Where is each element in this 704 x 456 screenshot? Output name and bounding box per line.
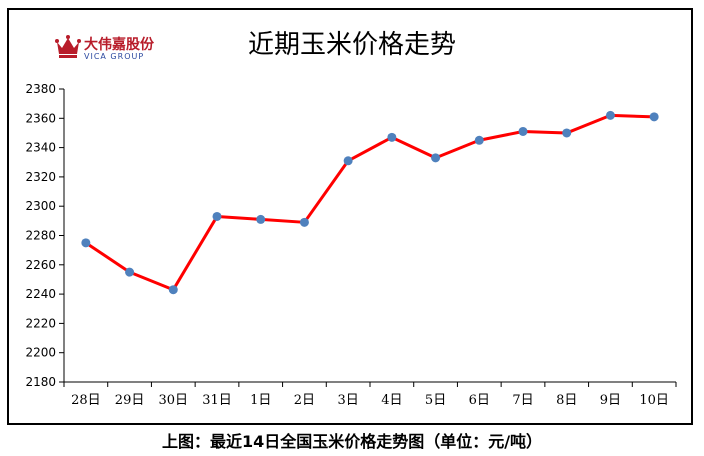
logo-name-cn: 大伟嘉股份 (84, 37, 154, 53)
chart-caption: 上图：最近14日全国玉米价格走势图（单位：元/吨） (161, 432, 543, 451)
y-tick-label: 2240 (25, 287, 56, 301)
x-tick-label: 30日 (159, 393, 189, 408)
data-point (168, 285, 178, 295)
data-point (387, 132, 397, 142)
x-tick-label: 6日 (469, 393, 490, 408)
y-axis-ticks: 2180 2200 2220 2240 2260 2280 2300 2320 2340 2360… (25, 82, 64, 389)
logo-name-en: VICA GROUP (84, 52, 145, 61)
x-tick-label: 3日 (338, 393, 359, 408)
chart-frame (7, 8, 693, 425)
data-point (518, 126, 528, 136)
data-point (431, 153, 441, 163)
y-tick-label: 2180 (25, 375, 56, 389)
x-tick-label: 7日 (512, 393, 533, 408)
y-tick-label: 2260 (25, 258, 56, 272)
data-point (605, 110, 615, 120)
data-point (649, 112, 659, 122)
x-tick-label: 9日 (600, 393, 621, 408)
y-tick-label: 2380 (25, 82, 56, 96)
data-point (256, 214, 266, 224)
y-tick-label: 2200 (25, 346, 56, 360)
series-line (85, 113, 655, 292)
data-point (562, 128, 572, 138)
data-point (125, 267, 135, 277)
data-point (81, 238, 91, 248)
y-tick-label: 2300 (25, 199, 56, 213)
y-tick-label: 2340 (25, 141, 56, 155)
y-tick-label: 2320 (25, 170, 56, 184)
series-layer (81, 110, 659, 295)
y-tick-label: 2360 (25, 111, 56, 125)
y-tick-label: 2280 (25, 229, 56, 243)
data-point (474, 135, 484, 145)
data-point (343, 156, 353, 166)
x-tick-label: 28日 (71, 393, 101, 408)
crown-icon (55, 35, 81, 58)
chart-title: 近期玉米价格走势 (247, 30, 456, 60)
y-tick-label: 2220 (25, 316, 56, 330)
data-point (212, 211, 222, 221)
x-tick-label: 29日 (115, 393, 145, 408)
company-logo: 大伟嘉股份 VICA GROUP (54, 32, 174, 66)
x-axis-ticks: 28日 29日 30日 31日 1日 2日 3日 4日 5日 6日 7日 8日 9日 10日 (63, 382, 677, 408)
x-tick-label: 5日 (425, 393, 446, 408)
data-point (299, 217, 309, 227)
x-tick-label: 1日 (250, 393, 271, 408)
x-tick-label: 31日 (202, 393, 232, 408)
x-tick-label: 10日 (639, 393, 669, 408)
chart-axes (63, 89, 676, 383)
x-tick-label: 2日 (294, 393, 315, 408)
x-tick-label: 4日 (381, 393, 402, 408)
x-tick-label: 8日 (556, 393, 577, 408)
